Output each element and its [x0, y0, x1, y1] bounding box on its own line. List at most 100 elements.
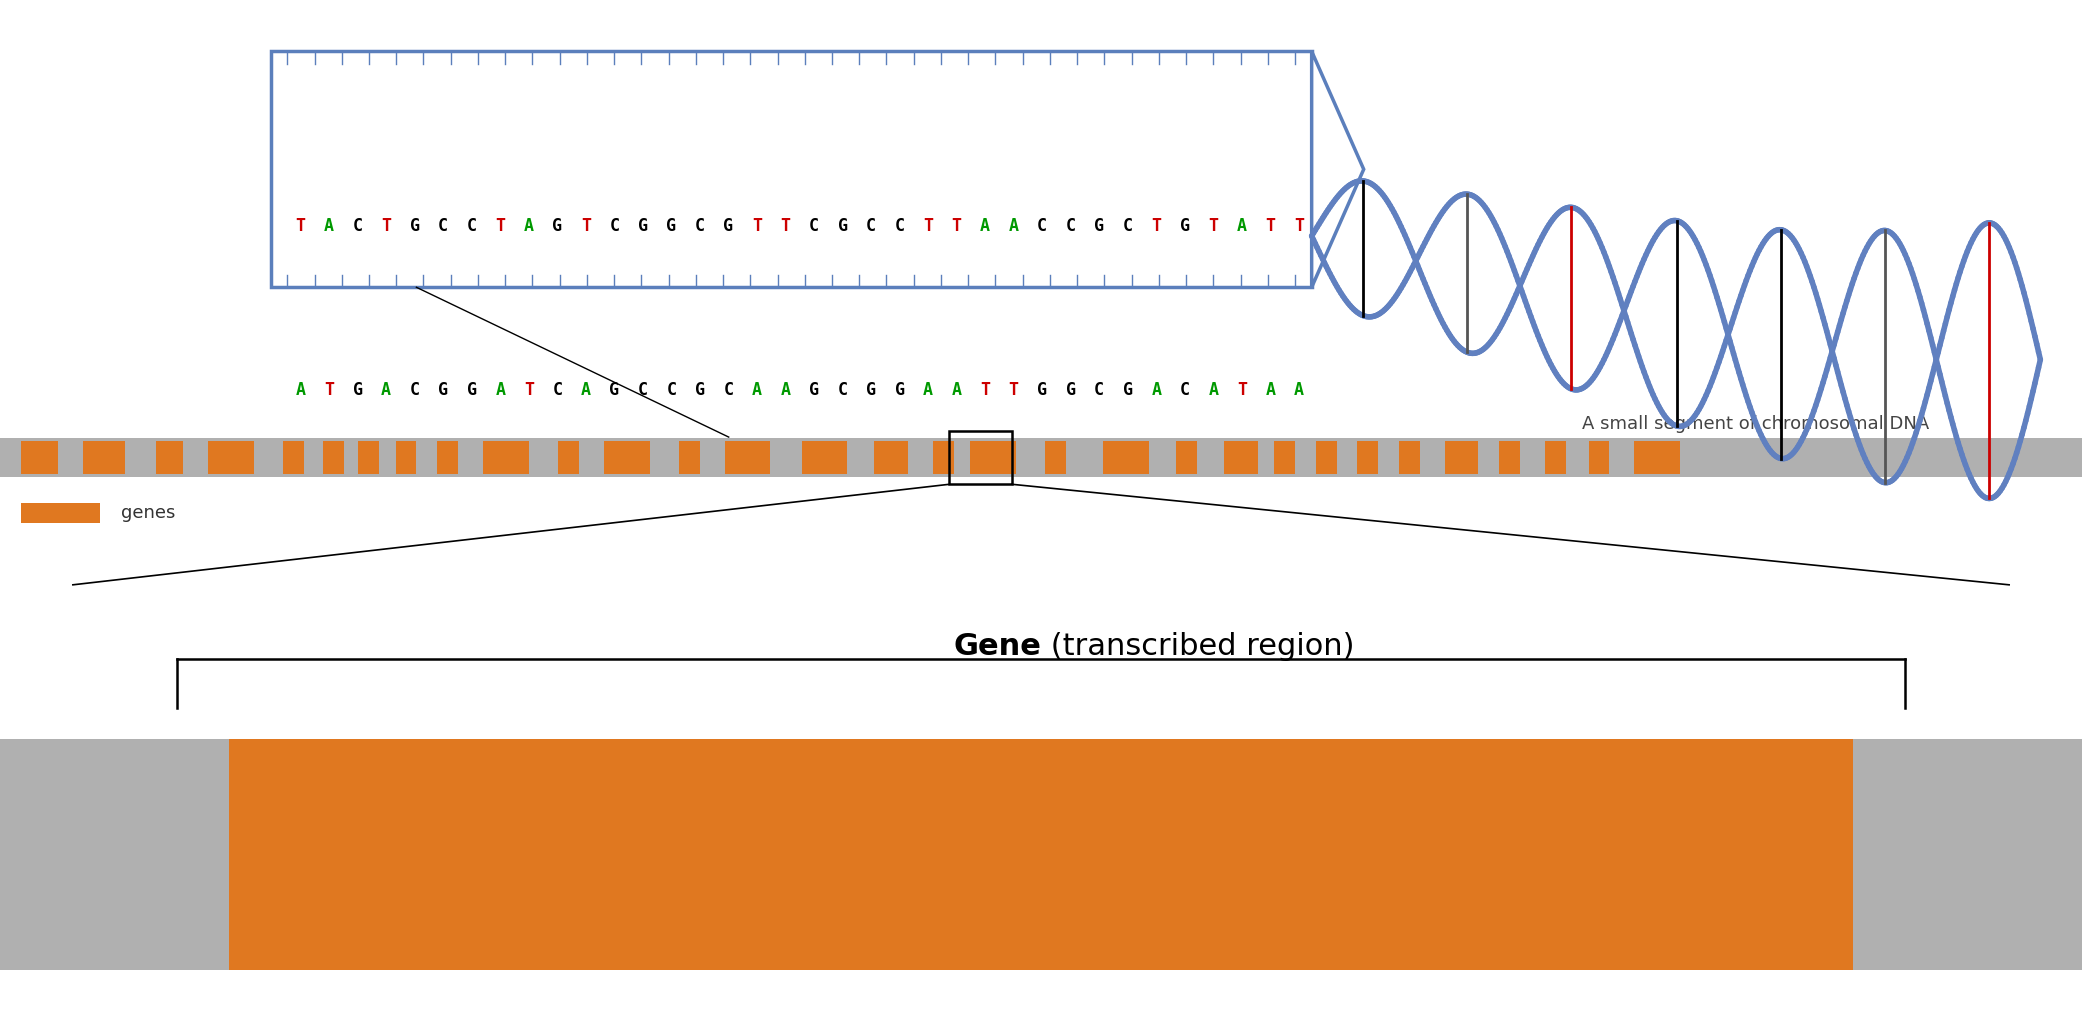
Text: C: C — [437, 216, 448, 235]
Bar — [323, 441, 344, 474]
Text: C: C — [552, 381, 562, 399]
Text: A: A — [1008, 216, 1018, 235]
Text: C: C — [895, 216, 904, 235]
Text: G: G — [895, 381, 904, 399]
Text: G: G — [552, 216, 562, 235]
Text: T: T — [1237, 381, 1247, 399]
Text: C: C — [610, 216, 618, 235]
Text: A: A — [325, 216, 335, 235]
Text: A small segment of chromosomal DNA: A small segment of chromosomal DNA — [1582, 415, 1930, 433]
Text: G: G — [1037, 381, 1047, 399]
Text: G: G — [1095, 216, 1103, 235]
Bar — [83, 441, 125, 474]
Text: C: C — [1095, 381, 1103, 399]
Text: T: T — [1266, 216, 1276, 235]
Text: C: C — [695, 216, 706, 235]
Text: A: A — [296, 381, 306, 399]
Text: A: A — [496, 381, 506, 399]
Bar — [1589, 441, 1609, 474]
Bar — [558, 441, 579, 474]
Text: A: A — [752, 381, 762, 399]
Text: T: T — [1293, 216, 1303, 235]
Text: G: G — [352, 381, 362, 399]
Bar — [1499, 441, 1520, 474]
Text: T: T — [381, 216, 391, 235]
Text: T: T — [296, 216, 306, 235]
Bar — [1176, 441, 1197, 474]
Text: C: C — [722, 381, 733, 399]
Text: G: G — [637, 216, 648, 235]
Bar — [604, 441, 650, 474]
Bar — [21, 503, 100, 523]
Bar — [1634, 441, 1680, 474]
Bar — [0, 739, 2082, 970]
Text: G: G — [466, 381, 477, 399]
Text: T: T — [951, 216, 962, 235]
Bar — [1399, 441, 1420, 474]
Text: T: T — [1151, 216, 1162, 235]
Text: T: T — [325, 381, 335, 399]
Text: G: G — [1180, 216, 1189, 235]
Bar — [1045, 441, 1066, 474]
Bar — [874, 441, 908, 474]
Bar — [396, 441, 416, 474]
Text: C: C — [410, 381, 421, 399]
Text: T: T — [981, 381, 991, 399]
Text: G: G — [695, 381, 706, 399]
Bar — [271, 51, 1312, 287]
Text: C: C — [837, 381, 847, 399]
Text: G: G — [810, 381, 818, 399]
Bar — [0, 438, 2082, 477]
Text: C: C — [1122, 216, 1133, 235]
Text: A: A — [381, 381, 391, 399]
Text: G: G — [410, 216, 421, 235]
Bar — [725, 441, 770, 474]
Bar — [679, 441, 700, 474]
Text: C: C — [466, 216, 477, 235]
Text: T: T — [752, 216, 762, 235]
Text: A: A — [1237, 216, 1247, 235]
Text: G: G — [666, 216, 677, 235]
Text: C: C — [666, 381, 677, 399]
Text: A: A — [1293, 381, 1303, 399]
Text: G: G — [837, 216, 847, 235]
Text: C: C — [866, 216, 877, 235]
Text: C: C — [1066, 216, 1076, 235]
Text: T: T — [496, 216, 506, 235]
Text: C: C — [810, 216, 818, 235]
Text: G: G — [1066, 381, 1076, 399]
Bar — [208, 441, 254, 474]
Bar — [1274, 441, 1295, 474]
Bar — [1357, 441, 1378, 474]
Bar — [1316, 441, 1337, 474]
Bar — [21, 441, 58, 474]
Text: T: T — [922, 216, 933, 235]
Polygon shape — [1312, 51, 1364, 287]
Text: Gene: Gene — [954, 632, 1041, 661]
Bar — [229, 739, 1853, 970]
Text: C: C — [637, 381, 648, 399]
Text: A: A — [1151, 381, 1162, 399]
Text: A: A — [1208, 381, 1218, 399]
Text: T: T — [525, 381, 533, 399]
Bar — [437, 441, 458, 474]
Bar — [483, 441, 529, 474]
Text: (transcribed region): (transcribed region) — [1041, 632, 1355, 661]
Bar — [933, 441, 954, 474]
Text: G: G — [437, 381, 448, 399]
Bar — [970, 441, 1016, 474]
Text: A: A — [922, 381, 933, 399]
Text: A: A — [1266, 381, 1276, 399]
Text: C: C — [1180, 381, 1189, 399]
Text: T: T — [781, 216, 791, 235]
Text: T: T — [1208, 216, 1218, 235]
Text: G: G — [866, 381, 877, 399]
Text: C: C — [352, 216, 362, 235]
Text: A: A — [981, 216, 991, 235]
Bar — [1545, 441, 1566, 474]
Bar — [1103, 441, 1149, 474]
Bar — [358, 441, 379, 474]
Text: A: A — [781, 381, 791, 399]
Text: A: A — [581, 381, 591, 399]
Bar — [1445, 441, 1478, 474]
